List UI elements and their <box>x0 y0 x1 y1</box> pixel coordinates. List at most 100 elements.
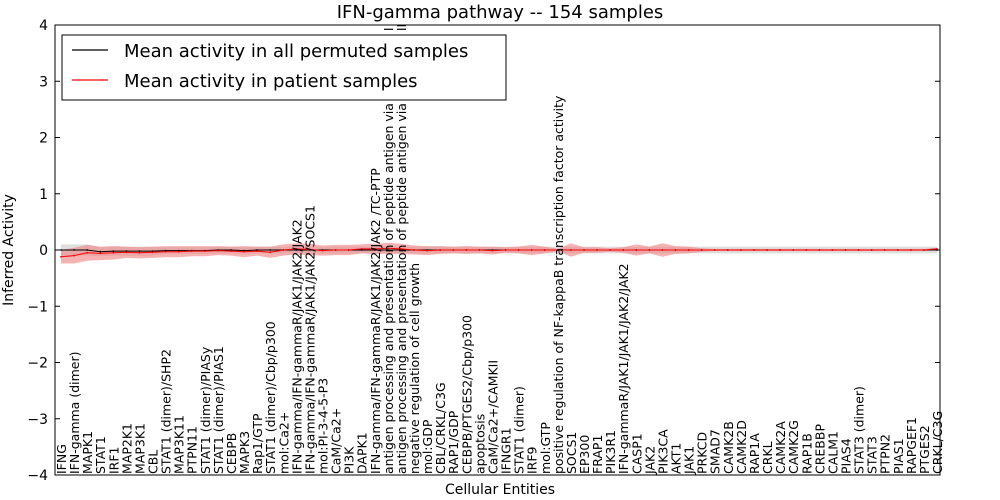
series-point <box>177 250 180 253</box>
series-point <box>73 254 75 257</box>
series-point <box>138 250 141 253</box>
series-point <box>295 248 298 250</box>
x-tick-label: JAK1 <box>682 446 697 475</box>
x-tick-label: IRF9 <box>525 446 540 474</box>
legend-label-permuted: Mean activity in all permuted samples <box>124 41 468 62</box>
x-tick-label: RAP1/GDP <box>446 410 461 474</box>
series-point <box>99 252 102 255</box>
series-point <box>334 249 337 251</box>
x-tick-label: mol:GDP <box>420 419 435 474</box>
series-point <box>426 249 428 252</box>
x-tick-label: CaM/Ca2+ <box>329 408 344 474</box>
series-point <box>936 248 938 250</box>
series-point <box>86 251 88 254</box>
x-tick-label: CaM/Ca2+/CAMKII <box>486 360 501 474</box>
series-point <box>387 249 389 251</box>
x-tick-label: EP300 <box>577 435 592 474</box>
x-tick-label: CAMK2B <box>721 421 736 474</box>
series-point <box>910 249 912 251</box>
series-point <box>792 249 795 251</box>
series-point <box>779 249 781 251</box>
x-tick-label: IFNG <box>54 444 69 474</box>
series-point <box>243 250 245 253</box>
series-point <box>713 249 716 251</box>
x-tick-label: antigen processing and presentation of p… <box>381 27 396 474</box>
x-tick-label: mol:Ca2+ <box>276 412 291 474</box>
x-tick-label: PTPN11 <box>185 426 200 474</box>
x-tick-label: CBL <box>146 450 161 474</box>
series-lines <box>60 247 938 258</box>
x-tick-label: IFN-gamma (dimer) <box>67 352 82 475</box>
x-tick-label: SMAD7 <box>708 429 723 474</box>
series-point <box>308 248 311 251</box>
x-tick-label: negative regulation of cell growth <box>407 263 422 474</box>
series-point <box>726 249 729 251</box>
x-tick-label: STAT1 (dimer)/Cbp/p300 <box>263 321 278 474</box>
x-tick-label: IFN-gammaR/JAK1/JAK1/JAK2/JAK2 <box>616 263 631 474</box>
series-point <box>60 255 62 258</box>
series-point <box>452 249 455 251</box>
x-tick-label: CBL/CRKL/C3G <box>433 382 448 474</box>
x-tick-label: CEBPB <box>224 433 239 474</box>
series-point <box>844 249 847 251</box>
series-point <box>530 249 533 251</box>
x-tick-label: JAK2 <box>642 446 657 475</box>
x-tick-label: MAPK3 <box>237 431 252 474</box>
series-point <box>857 249 860 251</box>
x-axis-label: Cellular Entities <box>445 482 555 498</box>
series-point <box>687 249 690 251</box>
series-point <box>321 249 324 252</box>
series-point <box>556 249 559 251</box>
y-tick-label: −3 <box>27 412 48 428</box>
y-axis-ticks: −4 −3 −2 −1 0 1 2 3 4 <box>27 18 940 484</box>
x-tick-label: positive regulation of NF-kappaB transcr… <box>551 95 566 474</box>
series-point <box>635 249 638 251</box>
x-tick-label: PTPN2 <box>878 434 893 474</box>
series-point <box>387 247 389 250</box>
x-tick-label: STAT1 (dimer)/PIAS1 <box>211 346 226 474</box>
series-point <box>99 250 102 253</box>
series-point <box>269 249 272 251</box>
y-tick-label: −1 <box>27 299 48 315</box>
series-point <box>282 249 285 251</box>
confidence-band-1 <box>61 242 937 264</box>
series-point <box>596 249 598 251</box>
x-tick-label: FRAP1 <box>590 435 605 474</box>
series-point <box>609 249 611 251</box>
series-point <box>478 249 481 251</box>
series-point <box>164 250 167 253</box>
x-tick-label: STAT3 <box>865 436 880 474</box>
x-tick-label: PIK3R1 <box>603 430 618 474</box>
series-point <box>151 251 154 254</box>
x-tick-label: MAP3K11 <box>172 415 187 474</box>
x-tick-label: STAT1 (dimer)/SHP2 <box>159 349 174 474</box>
series-point <box>543 249 546 251</box>
x-tick-label: PRKCD <box>695 432 710 474</box>
chart-title: IFN-gamma pathway -- 154 samples <box>337 2 664 23</box>
x-tick-label: SOCS1 <box>564 432 579 474</box>
x-tick-label: CASP1 <box>629 433 644 474</box>
series-point <box>112 250 115 253</box>
series-point <box>883 249 886 251</box>
series-point <box>674 249 677 251</box>
x-tick-label: IFN-gamma/IFN-gammaR/JAK1/JAK2/JAK2 /TC-… <box>368 168 383 474</box>
series-point <box>818 249 821 251</box>
series-point <box>373 248 376 250</box>
series-point <box>256 250 258 253</box>
x-tick-label: mol:PI-3-4-5-P3 <box>316 378 331 474</box>
x-tick-label: PIAS4 <box>839 438 854 474</box>
x-tick-label: PI3K <box>342 446 357 474</box>
series-point <box>413 249 415 251</box>
series-point <box>700 249 703 251</box>
y-tick-label: −4 <box>27 468 48 484</box>
series-point <box>125 251 128 254</box>
y-tick-label: 4 <box>39 18 48 34</box>
x-tick-label: PIAS1 <box>891 438 906 474</box>
series-point <box>347 249 350 251</box>
x-tick-label: CAMK2D <box>734 420 749 474</box>
x-tick-label: STAT1 (dimer)/PIASy <box>198 346 213 474</box>
x-tick-label: IFN-gamma/IFN-gammaR/JAK1/JAK2/SOCS1 <box>302 205 317 474</box>
x-tick-label: CAMK2A <box>773 421 788 474</box>
